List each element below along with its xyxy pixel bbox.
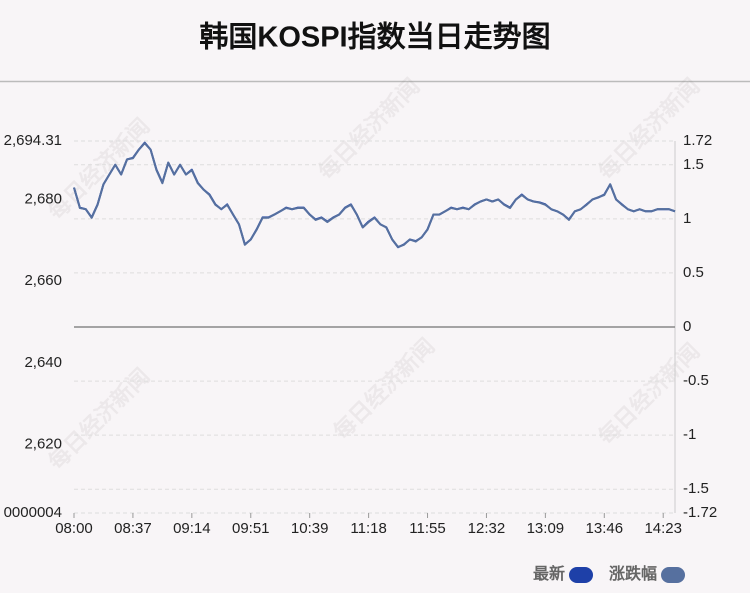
y-tick-label: 2,620 xyxy=(24,436,62,453)
legend-swatch xyxy=(661,567,686,583)
legend-swatch xyxy=(569,567,594,583)
legend-label: 涨跌幅 xyxy=(609,564,657,583)
legend-label: 最新 xyxy=(533,564,565,583)
y-tick-label: 2,680 xyxy=(24,190,62,207)
y-tick-label: 2,660 xyxy=(24,272,62,289)
y2-tick-label: 1 xyxy=(683,210,691,227)
x-tick-label: 13:09 xyxy=(527,520,565,537)
x-tick-label: 09:14 xyxy=(173,520,211,537)
x-tick-label: 14:23 xyxy=(644,520,682,537)
y-tick-label: 2,694.31 xyxy=(4,132,62,149)
plot: 2,694.31 2,680 2,660 2,640 2,620 0000004 1.72 1… xyxy=(4,132,718,583)
x-tick-label: 11:55 xyxy=(409,520,445,537)
series-line xyxy=(73,142,676,248)
chart-title: 韩国KOSPI指数当日走势图 xyxy=(199,21,550,54)
x-tick-label: 08:37 xyxy=(114,520,152,537)
y2-tick-label: 1.5 xyxy=(683,156,704,173)
y2-tick-label: 1.72 xyxy=(683,132,712,149)
y2-tick-label: 0 xyxy=(683,318,691,335)
x-tick-label: 09:51 xyxy=(232,520,270,537)
y2-tick-label: -0.5 xyxy=(683,372,709,389)
x-tick-label: 13:46 xyxy=(586,520,624,537)
x-tick-label: 11:18 xyxy=(350,520,386,537)
x-tick-label: 10:39 xyxy=(291,520,329,537)
y2-tick-label: 0.5 xyxy=(683,264,704,281)
y-tick-label: 2,640 xyxy=(24,354,62,371)
y2-tick-label: -1.5 xyxy=(683,480,709,497)
x-tick-label: 08:00 xyxy=(55,520,93,537)
y2-tick-label: -1.72 xyxy=(683,504,717,521)
y2-tick-label: -1 xyxy=(683,426,696,443)
y-tick-label: 0000004 xyxy=(4,504,62,521)
x-tick-label: 12:32 xyxy=(468,520,506,537)
